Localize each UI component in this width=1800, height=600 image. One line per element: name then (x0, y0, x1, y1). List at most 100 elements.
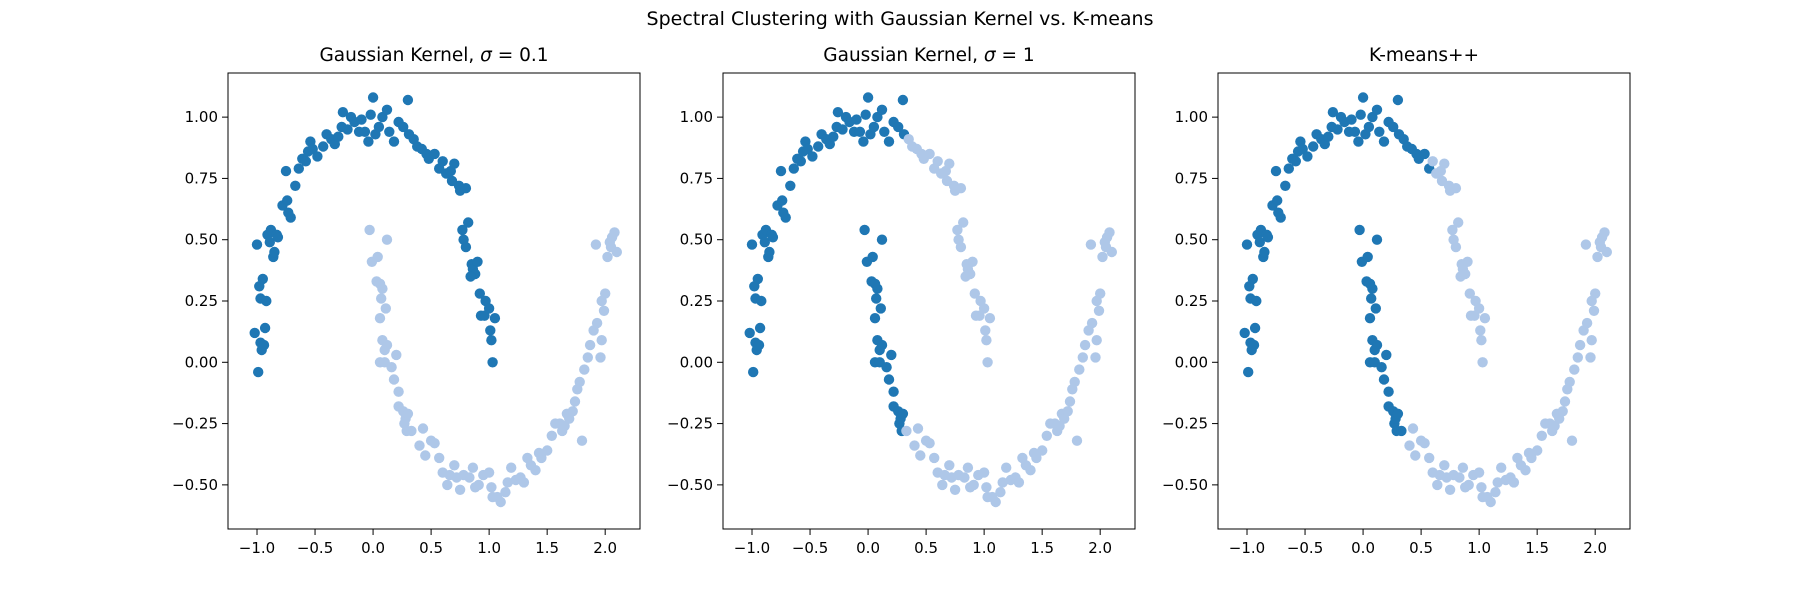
scatter-point (1586, 335, 1597, 346)
scatter-point (997, 477, 1008, 488)
scatter-point (300, 156, 311, 167)
subplot-title: Gaussian Kernel, σ = 0.1 (319, 45, 548, 66)
y-tick-label: 1.00 (680, 108, 713, 126)
x-tick-label: −0.5 (792, 539, 828, 557)
scatter-point (1454, 472, 1465, 483)
scatter-point (1374, 126, 1385, 137)
scatter-point (333, 131, 344, 142)
scatter-point (982, 357, 993, 368)
scatter-point (536, 452, 547, 464)
scatter-point (1572, 352, 1584, 363)
scatter-point (788, 163, 799, 174)
scatter-point (978, 467, 990, 478)
scatter-point (393, 386, 404, 397)
scatter-point (598, 305, 610, 316)
scatter-point (1283, 163, 1295, 174)
scatter-point (1272, 195, 1283, 206)
scatter-point (746, 239, 758, 250)
scatter-point (1247, 273, 1259, 285)
scatter-point (1450, 241, 1462, 253)
scatter-point (1564, 376, 1575, 388)
scatter-point (312, 151, 323, 162)
scatter-point (944, 158, 955, 169)
scatter-point (293, 163, 304, 174)
scatter-point (264, 237, 275, 248)
scatter-point (472, 256, 483, 267)
scatter-point (1585, 352, 1596, 363)
scatter-point (609, 227, 620, 238)
scatter-point (420, 450, 431, 461)
scatter-point (384, 126, 395, 137)
scatter-point (1520, 465, 1531, 476)
scatter-point (1353, 136, 1364, 147)
scatter-point (602, 251, 613, 263)
scatter-point (372, 251, 383, 263)
scatter-point (1464, 288, 1476, 299)
scatter-point (876, 339, 888, 351)
scatter-point (261, 295, 272, 307)
figure-suptitle: Spectral Clustering with Gaussian Kernel… (646, 8, 1154, 30)
x-tick-label: −1.0 (239, 539, 275, 557)
subplot-title-symbol: σ (984, 45, 997, 66)
scatter-point (915, 450, 926, 461)
scatter-point (1599, 227, 1610, 238)
scatter-point (1327, 107, 1339, 118)
scatter-point (1376, 362, 1387, 373)
scatter-point (944, 460, 955, 471)
scatter-point (1071, 435, 1083, 446)
scatter-point (1396, 425, 1407, 437)
x-tick-label: 2.0 (1583, 539, 1607, 557)
scatter-point (1357, 92, 1369, 103)
scatter-point (1093, 305, 1105, 316)
scatter-point (1363, 121, 1375, 133)
scatter-point (958, 217, 969, 228)
scatter-point (542, 445, 553, 456)
scatter-point (359, 126, 371, 137)
scatter-point (1354, 224, 1365, 236)
scatter-point (1013, 477, 1025, 488)
scatter-point (1463, 479, 1474, 491)
scatter-point (854, 126, 866, 137)
scatter-point (1601, 246, 1613, 258)
scatter-point (285, 212, 296, 223)
scatter-point (518, 477, 530, 488)
scatter-point (1447, 224, 1458, 236)
scatter-point (1270, 165, 1282, 177)
scatter-point (460, 183, 472, 194)
scatter-point (373, 121, 385, 133)
scatter-point (1536, 430, 1548, 441)
scatter-point (576, 435, 588, 446)
scatter-point (374, 313, 386, 324)
scatter-point (363, 136, 374, 147)
scatter-point (879, 126, 890, 137)
scatter-point (862, 92, 874, 103)
x-tick-label: −1.0 (1229, 539, 1265, 557)
scatter-point (929, 452, 940, 464)
scatter-point (981, 335, 992, 346)
scatter-point (437, 156, 448, 167)
scatter-point (388, 136, 400, 147)
x-tick-label: 0.0 (1351, 539, 1375, 557)
x-tick-label: 1.5 (1030, 539, 1054, 557)
scatter-point (980, 325, 991, 336)
scatter-point (442, 479, 453, 491)
scatter-point (990, 496, 1001, 508)
scatter-point (251, 239, 263, 250)
scatter-point (744, 327, 755, 339)
scatter-point (506, 462, 517, 473)
scatter-point (449, 460, 460, 471)
scatter-point (969, 288, 980, 299)
x-tick-label: 1.0 (477, 539, 501, 557)
y-tick-label: 0.75 (680, 169, 713, 187)
scatter-point (495, 496, 506, 508)
scatter-point (381, 339, 393, 351)
scatter-point (282, 195, 293, 206)
scatter-point (1532, 445, 1543, 456)
scatter-point (767, 232, 779, 243)
axes-frame (1217, 72, 1631, 530)
scatter-point (1436, 175, 1448, 187)
scatter-point (342, 124, 353, 135)
scatter-point (1592, 251, 1603, 263)
scatter-point (867, 251, 878, 263)
scatter-point (1323, 131, 1334, 142)
